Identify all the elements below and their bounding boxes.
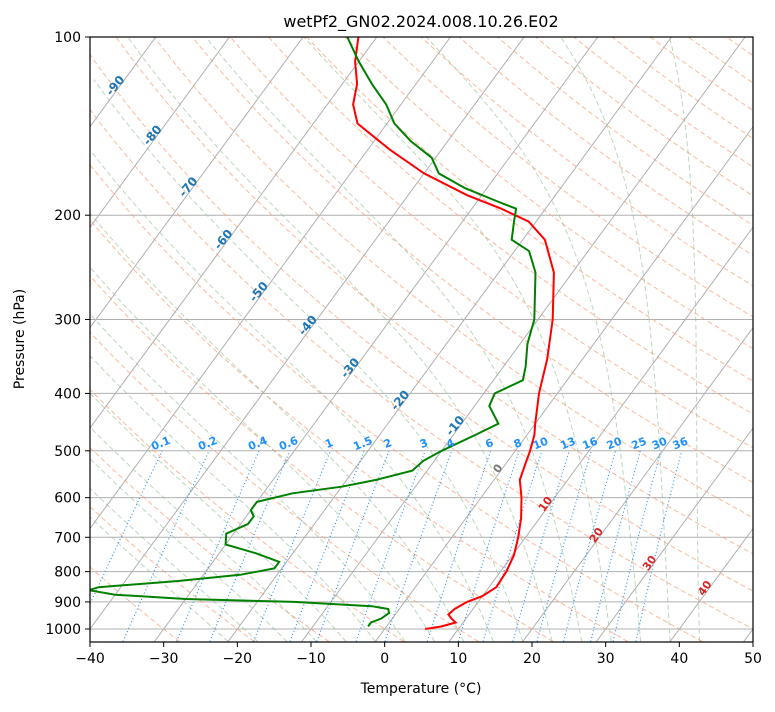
dry-adiabat [688,37,775,642]
mixing-ratio-line [385,451,452,642]
mixing-ratio-label: 30 [650,435,669,453]
y-axis-label: Pressure (hPa) [12,289,28,389]
isotherm-line [81,37,524,642]
x-tick-label: −30 [149,651,179,667]
isotherm-label: -70 [176,174,201,200]
mixing-ratio-label: 1 [323,436,335,451]
mixing-ratio-line [537,451,591,642]
x-axis-label: Temperature (°C) [360,681,482,697]
plot-frame [90,37,753,642]
isotherm-label: -20 [388,388,413,414]
isotherm-label: -10 [443,413,468,439]
x-tick-label: −20 [223,651,253,667]
mixing-ratio-line [613,451,661,642]
y-tick-label: 100 [54,30,81,46]
moist-adiabat [94,80,523,642]
mixing-ratio-label: 2 [382,436,394,451]
moist-adiabat-label: 0 [490,461,505,475]
isotherm-line [302,37,745,642]
dry-adiabat [0,37,254,642]
dry-adiabat [0,37,404,642]
moist-adiabat-label: 10 [536,494,556,514]
y-tick-label: 700 [54,530,81,546]
mixing-ratio-label: 20 [605,435,624,453]
dry-adiabat [307,37,775,642]
mixing-ratio-line [591,451,641,642]
dry-adiabat [421,37,775,642]
dry-adiabat [650,37,775,642]
dry-adiabat [765,37,775,642]
chart-title: wetPf2_GN02.2024.008.10.26.E02 [283,12,558,32]
isotherm-label: -30 [338,355,363,381]
x-tick-label: 50 [744,651,762,667]
mixing-ratio-line [210,451,290,642]
mixing-ratio-label: 25 [629,435,648,453]
dry-adiabat [612,37,775,642]
y-tick-label: 300 [54,312,81,328]
moist-adiabat-label: 30 [640,553,660,573]
mixing-ratio-line [458,451,519,642]
moist-adiabat [426,37,640,642]
mixing-ratio-label: 16 [581,435,600,453]
isotherm-line [7,37,450,642]
moist-adiabat [0,320,228,642]
y-tick-label: 600 [54,491,81,507]
dry-adiabat [498,37,775,642]
moist-adiabat [0,285,287,642]
x-tick-label: 0 [380,651,389,667]
dry-adiabat [0,37,478,642]
isotherm-label: -90 [103,73,128,99]
x-tick-label: 10 [449,651,467,667]
mixing-ratio-label: 8 [512,436,524,451]
dry-adiabat [726,37,775,642]
isotherm-line [744,37,775,642]
isotherm-line [0,37,8,642]
isotherm-label: -40 [295,313,320,339]
y-tick-label: 500 [54,444,81,460]
y-tick-label: 900 [54,595,81,611]
mixing-ratio-label: 3 [418,436,430,451]
y-tick-label: 800 [54,565,81,581]
mixing-ratio-line [636,451,682,642]
y-tick-label: 200 [54,208,81,224]
isotherm-line [0,37,229,642]
dry-adiabat [230,37,775,642]
moist-adiabat-label: 20 [587,525,607,545]
mixing-ratio-line [483,451,542,642]
mixing-ratio-line [73,451,163,642]
x-tick-label: −40 [75,651,105,667]
mixing-ratio-line [356,451,425,642]
y-tick-label: 400 [54,386,81,402]
dry-adiabat [459,37,775,642]
mixing-ratio-line [254,451,331,642]
dry-adiabat [0,37,329,642]
isotherm-line [154,37,597,642]
dry-adiabat [0,37,628,642]
mixing-ratio-line [427,451,491,642]
x-tick-label: 30 [597,651,615,667]
dry-adiabat [269,37,775,642]
dry-adiabat [536,37,775,642]
x-tick-label: 20 [523,651,541,667]
mixing-ratio-label: 36 [671,435,690,453]
isotherm-label: -60 [211,227,236,253]
x-tick-label: −10 [296,651,326,667]
y-tick-label: 1000 [45,622,81,638]
x-tick-label: 40 [670,651,688,667]
mixing-ratio-label: 6 [483,436,495,451]
mixing-ratio-line [564,451,616,642]
isotherm-label: -50 [246,279,271,305]
isotherm-line [375,37,775,642]
